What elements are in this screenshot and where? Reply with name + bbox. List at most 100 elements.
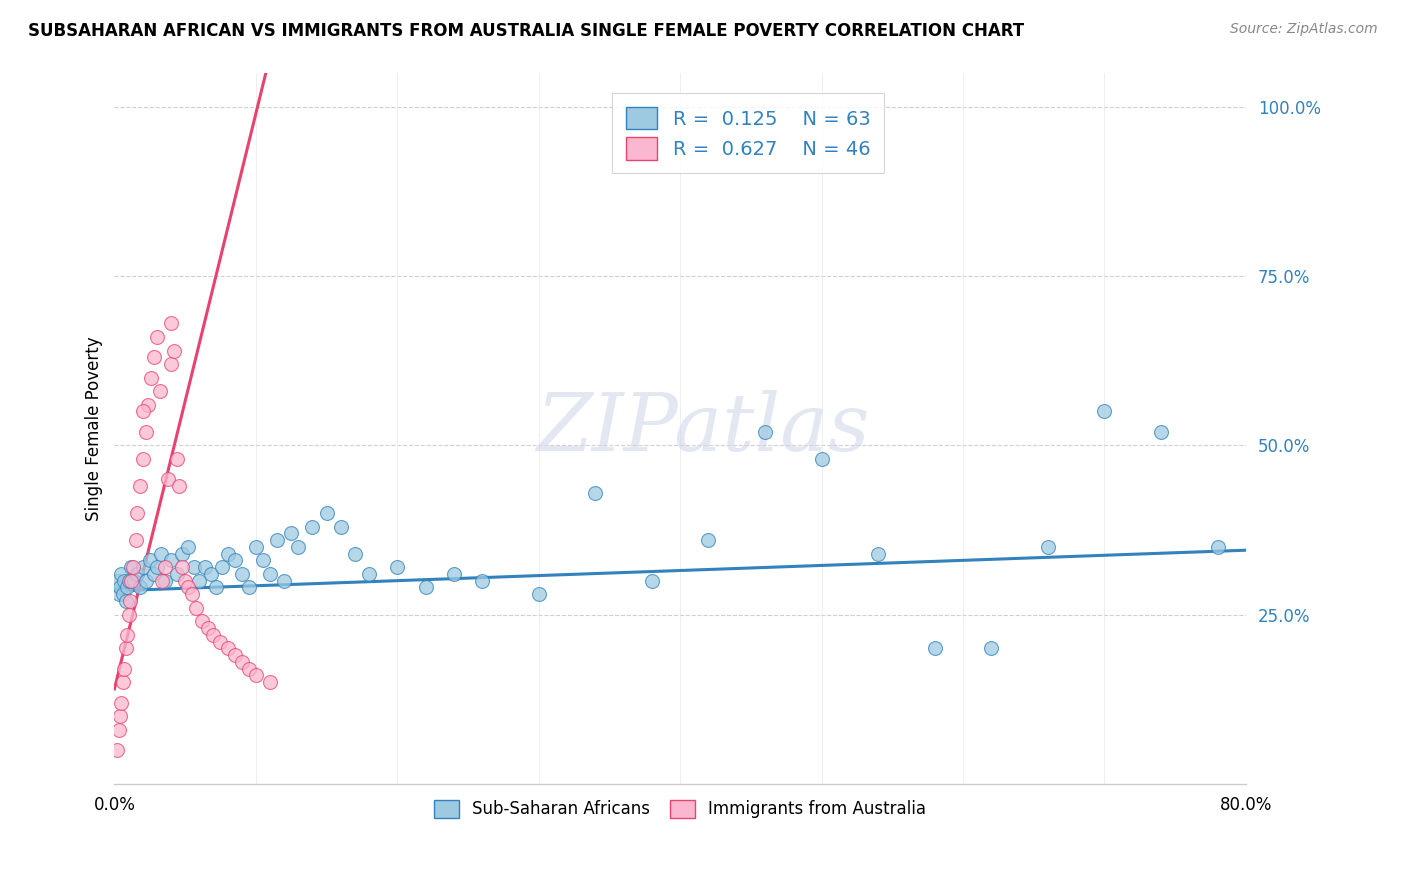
Point [110, 696, 132, 710]
Point [152, 574, 174, 588]
Point [205, 581, 228, 595]
Point [471, 574, 494, 588]
Point [1150, 425, 1173, 439]
Point [169, 479, 191, 493]
Point [252, 553, 274, 567]
Point [111, 675, 134, 690]
Legend: Sub-Saharan Africans, Immigrants from Australia: Sub-Saharan Africans, Immigrants from Au… [427, 793, 934, 825]
Text: Source: ZipAtlas.com: Source: ZipAtlas.com [1230, 22, 1378, 37]
Point [266, 533, 288, 547]
Point [115, 581, 138, 595]
Point [107, 723, 129, 737]
Point [443, 566, 465, 581]
Point [924, 641, 946, 656]
Point [112, 662, 135, 676]
Point [146, 330, 169, 344]
Point [146, 560, 169, 574]
Point [139, 553, 162, 567]
Point [105, 743, 128, 757]
Point [117, 607, 139, 622]
Point [200, 566, 222, 581]
Point [754, 425, 776, 439]
Point [143, 351, 166, 365]
Point [697, 533, 720, 547]
Point [194, 560, 217, 574]
Point [114, 641, 136, 656]
Point [124, 533, 146, 547]
Point [224, 553, 246, 567]
Point [224, 648, 246, 662]
Point [174, 574, 197, 588]
Point [238, 662, 260, 676]
Point [135, 574, 157, 588]
Point [259, 566, 281, 581]
Point [188, 574, 211, 588]
Point [157, 472, 180, 486]
Point [149, 384, 172, 398]
Point [120, 574, 142, 588]
Point [329, 519, 352, 533]
Point [115, 628, 138, 642]
Point [527, 587, 550, 601]
Point [387, 560, 409, 574]
Point [1094, 404, 1116, 418]
Point [112, 574, 135, 588]
Point [191, 614, 214, 628]
Point [868, 547, 890, 561]
Point [105, 574, 128, 588]
Y-axis label: Single Female Poverty: Single Female Poverty [86, 336, 103, 521]
Point [245, 540, 267, 554]
Point [415, 581, 437, 595]
Point [1206, 540, 1229, 554]
Point [135, 425, 157, 439]
Text: SUBSAHARAN AFRICAN VS IMMIGRANTS FROM AUSTRALIA SINGLE FEMALE POVERTY CORRELATIO: SUBSAHARAN AFRICAN VS IMMIGRANTS FROM AU… [28, 22, 1024, 40]
Point [118, 594, 141, 608]
Point [273, 574, 295, 588]
Point [1036, 540, 1059, 554]
Point [177, 540, 200, 554]
Point [108, 709, 131, 723]
Point [131, 404, 153, 418]
Point [211, 560, 233, 574]
Point [181, 587, 204, 601]
Point [160, 553, 183, 567]
Point [217, 641, 239, 656]
Point [583, 485, 606, 500]
Point [177, 581, 200, 595]
Point [121, 560, 143, 574]
Point [231, 655, 253, 669]
Point [155, 560, 177, 574]
Point [160, 357, 183, 371]
Point [114, 594, 136, 608]
Point [315, 506, 337, 520]
Point [111, 587, 134, 601]
Point [107, 587, 129, 601]
Point [641, 574, 664, 588]
Point [280, 526, 302, 541]
Point [172, 547, 194, 561]
Text: ZIPatlas: ZIPatlas [536, 390, 869, 467]
Point [150, 547, 173, 561]
Point [110, 566, 132, 581]
Point [231, 566, 253, 581]
Point [138, 398, 160, 412]
Point [120, 560, 142, 574]
Point [122, 574, 145, 588]
Point [245, 668, 267, 682]
Point [810, 451, 832, 466]
Point [172, 560, 194, 574]
Point [238, 581, 260, 595]
Point [128, 581, 150, 595]
Point [259, 675, 281, 690]
Point [980, 641, 1002, 656]
Point [209, 634, 232, 648]
Point [155, 574, 177, 588]
Point [160, 317, 183, 331]
Point [125, 506, 148, 520]
Point [131, 560, 153, 574]
Point [343, 547, 366, 561]
Point [357, 566, 380, 581]
Point [117, 574, 139, 588]
Point [166, 566, 188, 581]
Point [202, 628, 225, 642]
